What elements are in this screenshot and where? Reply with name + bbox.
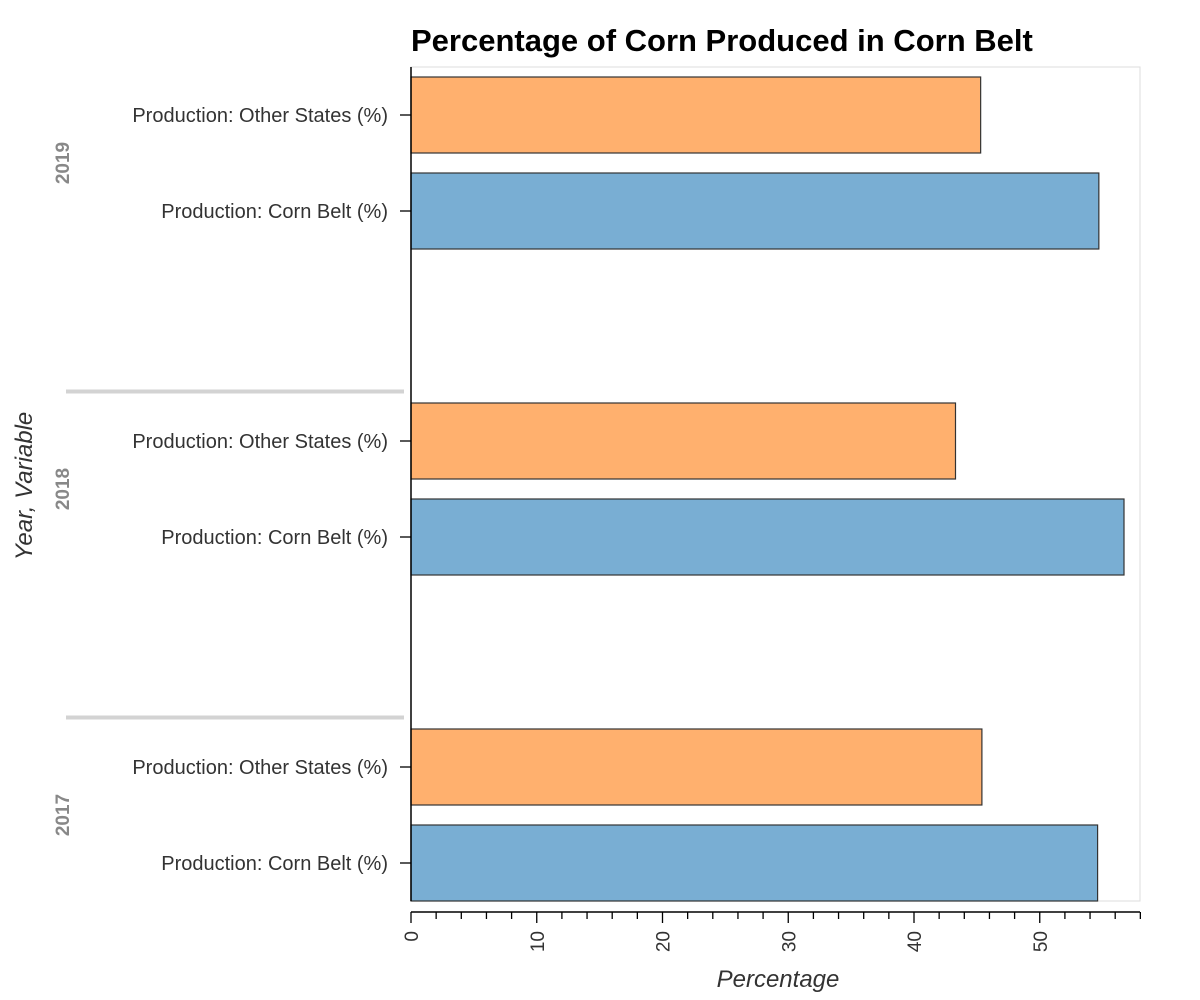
category-label: Production: Corn Belt (%) [161, 201, 388, 223]
x-tick-label: 50 [1031, 931, 1052, 952]
bar-2019-corn-belt [410, 172, 1100, 250]
chart-marks: 2019 Production: Other States (%) Producti… [53, 76, 1125, 902]
category-label: Production: Other States (%) [132, 431, 388, 453]
x-tick-label: 0 [402, 931, 423, 942]
bar-2017-corn-belt [410, 824, 1099, 902]
chart-title: Percentage of Corn Produced in Corn Belt [411, 23, 1033, 58]
category-label: Production: Other States (%) [132, 105, 388, 127]
bar-2019-other-states [410, 76, 982, 154]
x-axis-title: Percentage [717, 966, 840, 993]
x-tick-label: 30 [779, 931, 800, 952]
y-axis-title: Year, Variable [11, 412, 38, 561]
group-label-2019: 2019 [53, 142, 74, 184]
bar-2018-corn-belt [410, 498, 1125, 576]
category-label: Production: Corn Belt (%) [161, 853, 388, 875]
x-tick-label: 10 [528, 931, 549, 952]
x-tick-label: 20 [654, 931, 675, 952]
group-label-2018: 2018 [53, 468, 74, 510]
bar-2018-other-states [410, 402, 957, 480]
x-tick-label: 40 [905, 931, 926, 952]
x-axis-ticks: 0 10 20 30 40 50 [402, 912, 1141, 952]
group-label-2017: 2017 [53, 794, 74, 836]
category-label: Production: Other States (%) [132, 757, 388, 779]
category-label: Production: Corn Belt (%) [161, 527, 388, 549]
bar-2017-other-states [410, 728, 983, 806]
